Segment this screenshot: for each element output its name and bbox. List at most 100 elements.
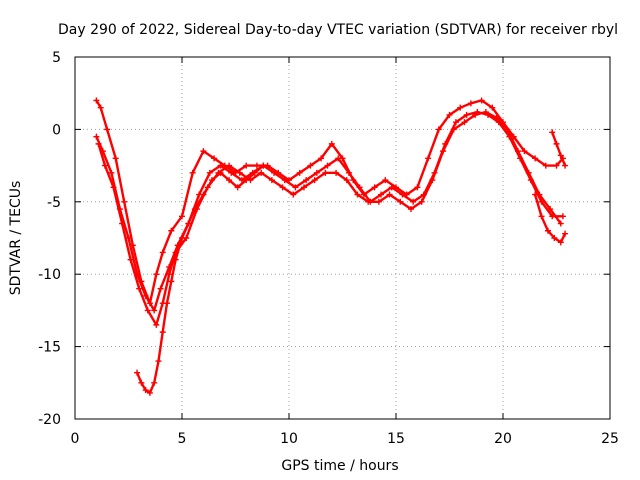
x-tick-label: 10: [280, 431, 298, 447]
data-point: [557, 152, 564, 159]
x-tick-label: 15: [387, 431, 405, 447]
series-line: [533, 193, 567, 244]
data-point: [121, 198, 128, 205]
data-point: [119, 220, 126, 227]
data-point: [253, 162, 260, 169]
data-point: [166, 271, 173, 278]
data-point: [303, 177, 310, 184]
data-point: [142, 387, 149, 394]
data-point: [463, 111, 470, 118]
data-point: [151, 307, 158, 314]
data-point: [292, 184, 299, 191]
data-point: [375, 198, 382, 205]
plot-frame: [74, 56, 611, 420]
data-point: [243, 162, 250, 169]
data-point: [553, 162, 560, 169]
data-point: [311, 177, 318, 184]
data-point: [388, 184, 395, 191]
data-point: [514, 148, 521, 155]
data-point: [440, 148, 447, 155]
x-tick-labels: 0 5 10 15 20 25: [71, 431, 619, 447]
data-point: [397, 198, 404, 205]
data-point: [226, 162, 233, 169]
data-point: [557, 239, 564, 246]
axis-ticks: [74, 56, 611, 420]
data-point: [172, 256, 179, 263]
y-tick-label: -15: [38, 340, 61, 356]
data-point: [562, 230, 569, 237]
data-point: [153, 321, 160, 328]
series-line: [551, 131, 567, 167]
data-point: [159, 329, 166, 336]
y-tick-labels: 5 0 -5 -10 -15 -20: [38, 50, 61, 428]
data-point: [333, 169, 340, 176]
data-point: [296, 169, 303, 176]
data-point: [559, 213, 566, 220]
data-point: [553, 140, 560, 147]
x-axis-label: GPS time / hours: [281, 458, 398, 474]
series-track-6: [549, 129, 569, 169]
data-point: [318, 155, 325, 162]
data-point: [136, 285, 143, 292]
data-point: [557, 220, 564, 227]
data-point: [191, 206, 198, 213]
data-point: [425, 155, 432, 162]
data-point: [200, 148, 207, 155]
data-point: [354, 191, 361, 198]
data-point: [144, 307, 151, 314]
data-point: [544, 227, 551, 234]
data-point: [179, 213, 185, 220]
data-point: [399, 191, 406, 198]
data-point: [290, 191, 297, 198]
y-tick-label: 0: [52, 122, 61, 138]
series-track-4: [134, 162, 267, 396]
data-point: [493, 114, 500, 121]
y-tick-label: -5: [47, 195, 61, 211]
data-point: [112, 155, 119, 162]
data-point: [461, 119, 468, 126]
data-point: [345, 169, 352, 176]
series-track-3: [95, 109, 564, 328]
data-point: [542, 162, 549, 169]
chart-title: Day 290 of 2022, Sidereal Day-to-day VTE…: [58, 22, 618, 38]
data-point: [532, 191, 539, 198]
data-point: [200, 191, 207, 198]
data-point: [386, 191, 393, 198]
data-point: [504, 126, 511, 133]
data-point: [281, 177, 288, 184]
data-point: [168, 278, 175, 285]
data-point: [335, 155, 342, 162]
data-point: [328, 140, 335, 147]
data-point: [108, 169, 115, 176]
data-point: [157, 285, 164, 292]
data-point: [322, 169, 329, 176]
data-point: [429, 177, 436, 184]
data-point: [206, 169, 213, 176]
data-point: [234, 184, 241, 191]
data-point: [452, 119, 459, 126]
data-point: [236, 169, 243, 176]
data-point: [268, 177, 275, 184]
data-point: [243, 177, 250, 184]
data-point: [142, 292, 149, 299]
data-point: [104, 126, 111, 133]
data-point: [164, 300, 171, 307]
data-point: [472, 111, 479, 118]
data-point: [155, 358, 162, 365]
data-point: [151, 379, 158, 386]
data-point: [127, 256, 134, 263]
data-point: [467, 100, 474, 107]
data-point: [134, 369, 141, 376]
data-point: [138, 379, 145, 386]
data-point: [371, 184, 378, 191]
data-point: [489, 104, 496, 111]
data-point: [185, 220, 192, 227]
data-point: [300, 184, 307, 191]
x-tick-label: 0: [71, 431, 80, 447]
data-point: [93, 97, 100, 104]
data-point: [226, 177, 233, 184]
data-point: [343, 177, 350, 184]
data-point: [189, 169, 196, 176]
y-tick-label: -10: [38, 267, 61, 283]
